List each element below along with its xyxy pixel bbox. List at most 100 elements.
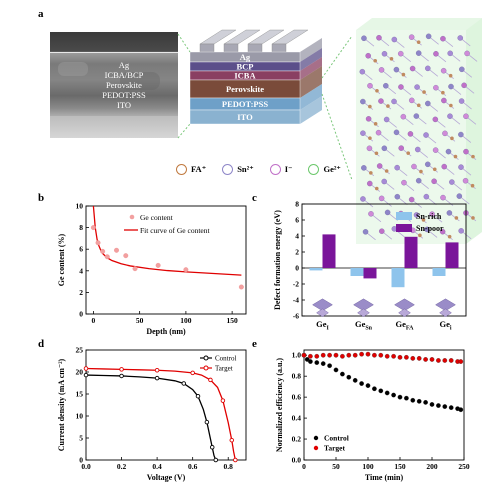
crystal-atom (400, 113, 407, 120)
legend-marker (203, 365, 209, 371)
x-tick-label: 150 (394, 462, 406, 471)
crystal-atom (424, 226, 430, 233)
stability-point-control (308, 359, 313, 364)
crystal-atom (463, 148, 469, 155)
crystal-atom (381, 178, 387, 185)
crystal-atom (383, 83, 389, 89)
crystal-atom-fa (453, 154, 458, 159)
crystal-atom (415, 50, 422, 56)
stack-layer-side (300, 57, 322, 80)
crystal-atom (393, 66, 400, 73)
y-tick-label: 20 (76, 368, 84, 377)
crystal-atom (359, 68, 366, 75)
crystal-atom (447, 50, 453, 57)
stability-point-target (397, 354, 403, 360)
crystal-atom-fa (369, 171, 373, 175)
crystal-atom (440, 67, 447, 74)
crystal-atom (384, 209, 391, 216)
stability-point-target (327, 352, 332, 358)
crystal-atom-fa (401, 72, 406, 77)
legend-marker (313, 445, 319, 451)
crystal-atom-fa (441, 90, 445, 95)
stability-point-target (458, 359, 464, 364)
stability-point-control (320, 361, 326, 366)
x-tick-label: 0 (92, 316, 96, 325)
x-tick-label: 0.6 (188, 462, 198, 471)
crystal-atom (361, 35, 367, 41)
crystal-atom (431, 178, 437, 185)
x-tick-label: 150 (227, 316, 239, 325)
stability-point-target (333, 352, 339, 358)
crystal-atom (445, 148, 452, 155)
crystal-atom (365, 116, 372, 122)
crystal-atom-fa (419, 169, 423, 174)
stability-point-target (340, 353, 345, 359)
chart-b: 0 50 100 150 0 2 4 6 8 10 Depth (nm) Ge content (%)… (57, 202, 247, 336)
stability-point-control (429, 402, 435, 407)
ion-legend-label: Sn²⁺ (237, 163, 254, 174)
y-tick-label: 6 (295, 216, 299, 225)
crystal-atom (383, 116, 390, 123)
crystal-atom (446, 210, 453, 216)
ion-legend-label: Ge²⁺ (323, 163, 341, 174)
crystal-atom (425, 33, 432, 40)
y-tick-label: 0 (295, 264, 299, 273)
stack-layer-label: BCP (237, 62, 254, 72)
crystal-atom-fa (368, 104, 372, 109)
y-tick-label: 1.0 (292, 351, 302, 360)
x-tick-label: 100 (180, 316, 192, 325)
stack-layer-side (300, 96, 322, 124)
category-label-sub: i (450, 326, 452, 332)
crystal-atom (461, 82, 467, 89)
y-tick-label: 4 (295, 232, 299, 241)
ge-content-point (155, 262, 161, 268)
structure-thumbnail (398, 308, 411, 318)
stability-point-control (458, 407, 464, 413)
category-label: GeI (316, 319, 329, 332)
y-axis-label: Current density (mA cm⁻²) (57, 358, 66, 451)
y-tick-label: 0.0 (292, 456, 302, 465)
crystal-atom (366, 145, 373, 152)
x-tick-label: 0.0 (81, 462, 91, 471)
crystal-atom-fa (448, 73, 453, 78)
crystal-atom (439, 228, 446, 235)
legend-marker-ge-content (129, 214, 135, 220)
y-tick-label: 8 (295, 200, 299, 209)
stack-layer-label: PEDOT:PSS (222, 99, 268, 109)
panel-label-e: e (252, 338, 257, 350)
chart-e: 0 50 100 150 200 250 0.0 0.2 0.4 0.6 0.8 1.0 Time (m… (275, 349, 470, 482)
stability-point-target (410, 356, 416, 361)
plot-frame (301, 203, 467, 317)
stack-layer-label: ICBA (234, 71, 256, 81)
ge-content-point (104, 254, 110, 260)
crystal-atom (409, 97, 415, 104)
crystal-atom (457, 35, 463, 41)
crystal-atom-fa (432, 167, 437, 172)
ge-content-point (114, 247, 119, 253)
category-label-base: Ge (396, 319, 407, 329)
stability-point-control (333, 367, 339, 373)
jv-point (220, 398, 226, 403)
jv-point (213, 457, 219, 463)
crystal-box-top (356, 18, 482, 30)
sem-layer-label: ITO (116, 100, 131, 110)
crystal-atom-fa (470, 183, 475, 188)
crystal-atom (459, 66, 465, 73)
panel-label-d: d (38, 338, 45, 350)
crystal-atom-fa (449, 103, 453, 108)
crystal-atom (433, 84, 439, 91)
stack-layer-label: Perovskite (226, 84, 264, 94)
crystal-atom (378, 67, 385, 73)
x-tick-label: 0.8 (224, 462, 234, 471)
crystal-atom (414, 84, 420, 90)
ge-content-point (183, 267, 189, 273)
crystal-atom (362, 229, 369, 235)
x-tick-label: 200 (426, 462, 438, 471)
ion-legend-item: FA⁺ (176, 163, 206, 175)
x-axis-label: Depth (nm) (146, 327, 186, 336)
crystal-atom (462, 177, 469, 184)
stability-point-target (359, 351, 364, 357)
stability-point-target (442, 358, 448, 363)
x-tick-label: 100 (362, 462, 374, 471)
structure-thumbnail (357, 308, 370, 318)
